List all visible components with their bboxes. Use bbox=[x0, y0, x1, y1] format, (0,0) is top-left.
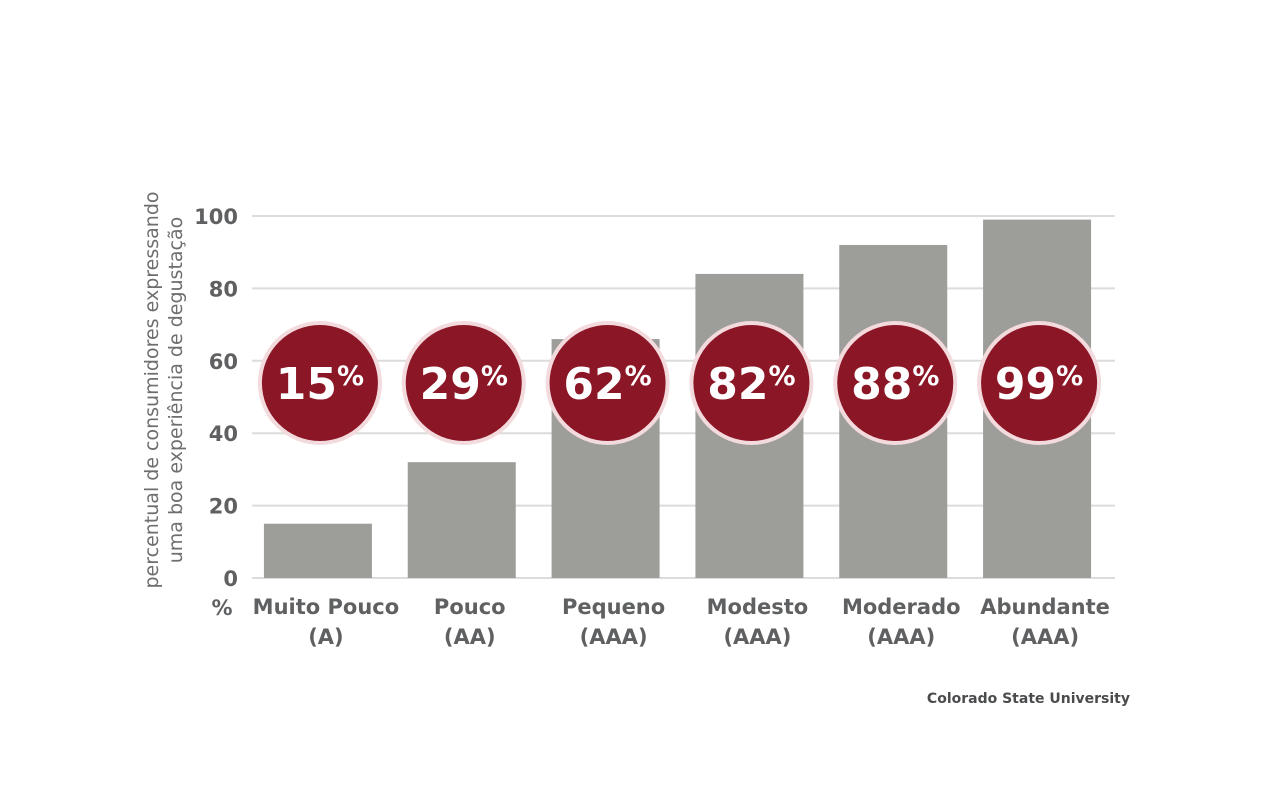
percent-value: 62 bbox=[563, 359, 624, 410]
category-label: Muito Pouco bbox=[253, 595, 399, 619]
badge-circle bbox=[693, 325, 810, 441]
category-grade-label: (AAA) bbox=[580, 625, 648, 649]
percent-sign: % bbox=[337, 361, 364, 392]
badge-circle bbox=[549, 325, 666, 441]
percent-sign: % bbox=[769, 361, 796, 392]
y-tick-label: 60 bbox=[209, 350, 238, 374]
percent-value: 15 bbox=[276, 359, 337, 410]
badge-circle bbox=[981, 325, 1098, 441]
category-grade-label: (A) bbox=[308, 625, 343, 649]
badge-circle bbox=[405, 325, 522, 441]
percent-sign: % bbox=[481, 361, 508, 392]
y-axis-label: percentual de consumidores expressando um… bbox=[141, 191, 187, 588]
percent-badge: 88% bbox=[833, 321, 958, 445]
source-credit: Colorado State University bbox=[927, 691, 1130, 707]
category-grade-label: (AAA) bbox=[1011, 625, 1079, 649]
category-grade-label: (AAA) bbox=[723, 625, 791, 649]
y-unit-label: % bbox=[211, 596, 232, 620]
percent-label: 82% bbox=[707, 359, 795, 410]
y-tick-label: 0 bbox=[223, 567, 238, 591]
category-label: Modesto bbox=[707, 595, 809, 619]
percent-sign: % bbox=[1056, 361, 1083, 392]
percent-sign: % bbox=[625, 361, 652, 392]
percent-value: 82 bbox=[707, 359, 768, 410]
category-label: Pouco bbox=[434, 595, 506, 619]
category-label: Moderado bbox=[842, 595, 961, 619]
percent-badge: 62% bbox=[545, 321, 670, 445]
percent-badge: 99% bbox=[977, 321, 1102, 445]
y-tick-label: 80 bbox=[209, 277, 238, 301]
bar bbox=[407, 462, 516, 578]
percent-badges: 15% 29% 62% 82% 88% 99% bbox=[257, 321, 1102, 445]
y-tick-label: 100 bbox=[194, 205, 238, 229]
percent-value: 29 bbox=[420, 359, 481, 410]
category-label: Pequeno bbox=[562, 595, 665, 619]
percent-badge: 82% bbox=[689, 321, 814, 445]
category-grade-label: (AAA) bbox=[867, 625, 935, 649]
y-axis-ticks: 0 20 40 60 80 100 bbox=[194, 205, 238, 591]
badge-circle bbox=[837, 325, 954, 441]
percent-label: 29% bbox=[420, 359, 508, 410]
x-axis-categories: Muito Pouco (A) Pouco (AA) Pequeno (AAA) Modes… bbox=[253, 595, 1110, 649]
percent-sign: % bbox=[912, 361, 939, 392]
percent-label: 88% bbox=[851, 359, 939, 410]
bar bbox=[263, 523, 372, 578]
y-axis-title-line: percentual de consumidores expressando bbox=[141, 191, 163, 588]
bars bbox=[263, 219, 1092, 578]
percent-value: 88 bbox=[851, 359, 912, 410]
percent-badge: 29% bbox=[401, 321, 526, 445]
y-axis-title-line: uma boa experiência de degustação bbox=[165, 217, 187, 564]
badge-circle bbox=[261, 325, 378, 441]
percent-badge: 15% bbox=[257, 321, 382, 445]
y-tick-label: 20 bbox=[209, 495, 238, 519]
category-grade-label: (AA) bbox=[444, 625, 496, 649]
percent-value: 99 bbox=[995, 359, 1056, 410]
y-tick-label: 40 bbox=[209, 422, 238, 446]
percent-label: 99% bbox=[995, 359, 1083, 410]
percent-label: 15% bbox=[276, 359, 364, 410]
category-label: Abundante bbox=[980, 595, 1110, 619]
gridlines bbox=[252, 215, 1115, 579]
percent-label: 62% bbox=[563, 359, 651, 410]
